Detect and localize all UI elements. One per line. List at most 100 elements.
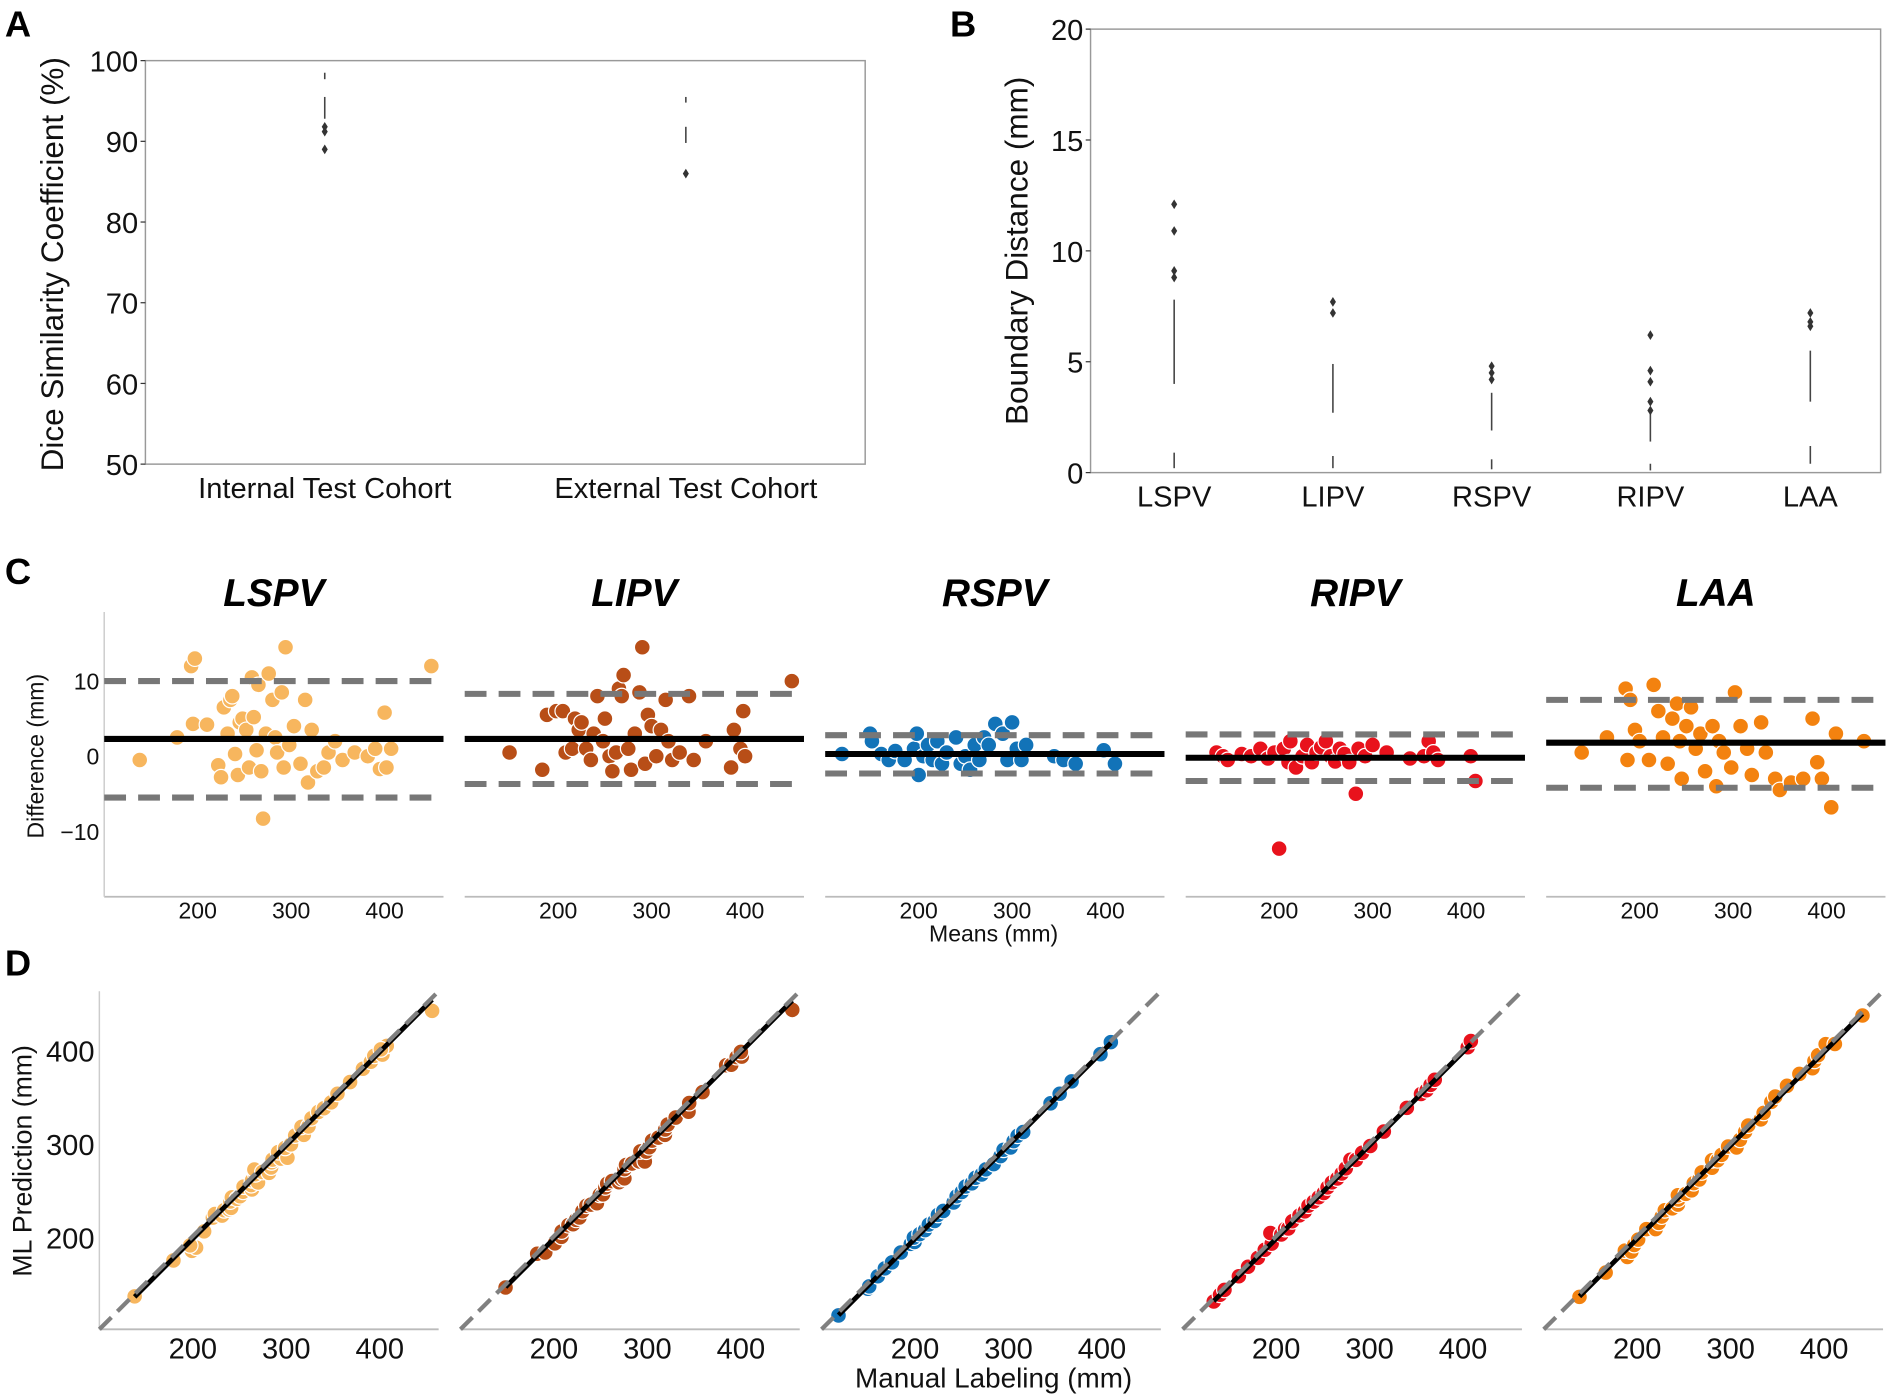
panel-c-data-point — [1813, 770, 1831, 788]
panel-b-xtick-label: LIPV — [1301, 482, 1365, 514]
panel-c-data-point — [1663, 710, 1681, 728]
panel-a-ytick-label: 90 — [106, 127, 138, 159]
panel-b-outlier-point — [1171, 265, 1178, 276]
panel-c-xtick-label: 400 — [1807, 898, 1845, 924]
panel-c-data-point — [1347, 785, 1365, 803]
panel-c-data-point — [501, 743, 519, 761]
panel-c-data-point — [1743, 766, 1761, 784]
panel-a-ytick-label: 100 — [90, 47, 139, 79]
panel-d-xtick-label: 400 — [717, 1333, 766, 1365]
panel-b-ytick-label: 0 — [1067, 459, 1083, 491]
panel-a-ytick-label: 60 — [106, 369, 138, 401]
panel-c-title-lipv: LIPV — [591, 572, 680, 615]
panel-a-ytick-label: 80 — [106, 208, 138, 240]
panel-c-data-point — [275, 759, 293, 776]
panel-b-plot-frame — [1089, 28, 1882, 474]
panel-b-ytick-label: 5 — [1067, 348, 1083, 380]
panel-c-data-point — [1715, 743, 1733, 761]
panel-d-identity-line — [97, 989, 441, 1331]
panel-c-data-point — [299, 774, 317, 792]
panel-c-data-point — [1804, 710, 1822, 728]
panel-c-xtick-label: 300 — [993, 898, 1031, 924]
panel-c-data-point — [736, 747, 754, 765]
panel-b-xtick-label: LSPV — [1137, 482, 1212, 514]
panel-d-xtick-label: 200 — [1252, 1333, 1301, 1365]
panel-c-xtick-label: 200 — [1620, 898, 1658, 924]
panel-c-data-point — [563, 740, 581, 758]
panel-c-data-point — [1704, 717, 1722, 735]
panel-b-outlier-point — [1329, 297, 1336, 307]
panel-d-xtick-label: 400 — [1800, 1333, 1849, 1365]
panel-c-data-point — [292, 755, 309, 773]
panel-d-regression-line — [1212, 1042, 1473, 1303]
panel-c-data-point — [671, 743, 689, 761]
panel-c-data-point — [554, 702, 572, 720]
panel-c-data-point — [303, 721, 321, 739]
panel-c-data-point — [223, 687, 241, 705]
panel-b-outlier-point — [1171, 226, 1178, 236]
panel-c-data-point — [366, 740, 384, 758]
panel-d-xtick-label: 200 — [169, 1333, 218, 1365]
panel-c-title-ripv: RIPV — [1310, 572, 1404, 615]
panel-b-outlier-point — [1647, 396, 1654, 407]
panel-c-data-point — [573, 713, 591, 731]
panel-c-ytick-label: −10 — [60, 819, 99, 845]
panel-b-outlier-point — [1329, 308, 1336, 318]
panel-a-plot-frame — [144, 59, 866, 465]
panel-c-data-point — [248, 741, 266, 759]
panel-c-data-point — [685, 751, 703, 769]
panel-c-xtick-label: 300 — [272, 898, 310, 924]
panel-c-data-point — [186, 650, 204, 668]
panel-c-xtick-label: 200 — [899, 898, 937, 924]
panel-c-data-point — [1827, 725, 1845, 743]
panel-c-data-point — [533, 761, 551, 779]
panel-c-xtick-label: 400 — [1447, 898, 1485, 924]
panel-c-data-point — [1003, 713, 1021, 731]
panel-c-data-point — [260, 665, 278, 683]
panel-b-ytick-label: 20 — [1051, 15, 1083, 47]
panel-letter-d: D — [5, 942, 31, 983]
panel-c-data-point — [377, 759, 395, 776]
panel-c-data-point — [1794, 770, 1812, 788]
panel-c-xtick-label: 400 — [726, 898, 764, 924]
panel-c-data-point — [633, 638, 651, 656]
panel-d-ytick-label: 300 — [46, 1130, 95, 1162]
panel-c-data-point — [1673, 770, 1691, 788]
panel-c-data-point — [619, 740, 637, 758]
panel-c-data-point — [582, 751, 600, 769]
panel-d-ytick-label: 200 — [46, 1223, 95, 1255]
panel-a-dice-boxplot: Dice Similarity Coefficient (%) Internal… — [34, 47, 866, 505]
panel-c-ytick-label: 10 — [74, 669, 100, 695]
panel-c-data-point — [980, 736, 998, 754]
panel-b-outlier-point — [1171, 199, 1178, 210]
panel-c-data-point — [1619, 751, 1636, 769]
panel-a-xtick-label: External Test Cohort — [554, 473, 817, 505]
panel-b-outlier-point — [1647, 376, 1654, 387]
panel-letter-b: B — [950, 3, 976, 44]
panel-c-data-point — [1757, 743, 1775, 761]
panel-c-data-point — [273, 683, 291, 701]
panel-b-boundary-boxplot: Boundary Distance (mm) 0 5 10 15 20 LSPV LIPV R… — [999, 15, 1882, 514]
panel-d-xtick-label: 400 — [1439, 1333, 1488, 1365]
panel-c-xtick-label: 300 — [632, 898, 670, 924]
panel-d-xtick-label: 300 — [984, 1333, 1033, 1365]
panel-d-identity-line — [1181, 989, 1524, 1331]
panel-c-data-point — [226, 745, 244, 763]
panel-c-data-point — [382, 740, 400, 758]
panel-c-data-point — [334, 751, 352, 769]
panel-c-data-point — [131, 751, 149, 769]
panel-b-ytick-label: 10 — [1051, 237, 1083, 269]
panel-b-outlier-point — [1807, 308, 1814, 318]
panel-a-outlier-point — [682, 168, 689, 179]
panel-b-outlier-point — [1647, 330, 1654, 340]
panel-d-xtick-label: 200 — [530, 1333, 579, 1365]
panel-c-data-point — [212, 768, 230, 786]
panel-c-xtick-label: 300 — [1353, 898, 1391, 924]
panel-c-data-point — [1808, 753, 1826, 771]
panel-d-xtick-label: 200 — [891, 1333, 940, 1365]
panel-c-xtick-label: 300 — [1714, 898, 1752, 924]
panel-b-ytick-label: 15 — [1051, 126, 1083, 158]
panel-c-data-point — [603, 762, 621, 780]
panel-d-xtick-label: 400 — [1078, 1333, 1127, 1365]
panel-d-correlation: ML Prediction (mm) Manual Labeling (mm) … — [8, 989, 1885, 1393]
